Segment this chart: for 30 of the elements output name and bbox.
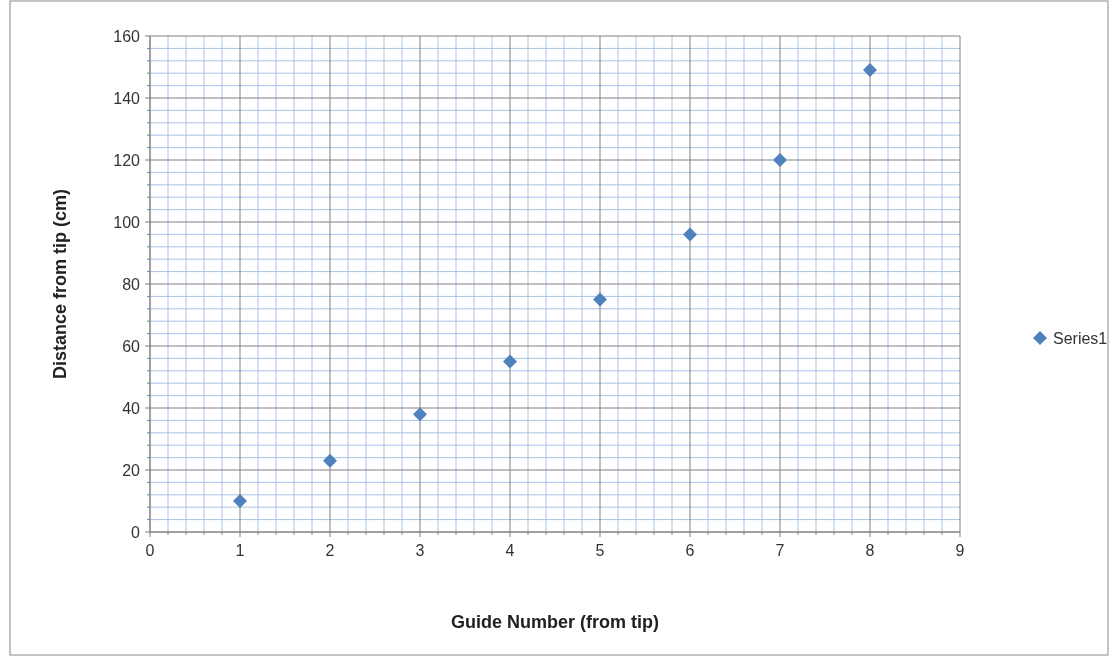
x-tick-label: 1 (235, 542, 245, 559)
point (413, 407, 427, 422)
x-tick-label: 5 (595, 542, 605, 559)
y-tick-label: 20 (122, 462, 141, 479)
y-tick-label: 120 (113, 152, 141, 169)
y-tick-label: 80 (122, 276, 141, 293)
y-tick-label: 60 (122, 338, 141, 355)
y-axis-title: Distance from tip (cm) (50, 188, 70, 380)
point (233, 494, 247, 508)
y-tick-label: 0 (131, 524, 141, 541)
point (683, 227, 697, 242)
x-tick-label: 4 (505, 542, 515, 559)
point (863, 63, 877, 78)
y-tick-label: 40 (122, 400, 141, 417)
x-tick-label: 2 (325, 542, 335, 559)
x-tick-label: 8 (865, 542, 875, 559)
y-tick-label: 100 (113, 214, 141, 231)
point (773, 153, 787, 167)
x-tick-label: 9 (955, 542, 965, 559)
point (323, 453, 337, 468)
y-tick-label: 160 (113, 28, 141, 45)
x-axis-title: Guide Number (from tip) (451, 612, 659, 632)
x-tick-label: 0 (145, 542, 155, 559)
y-tick-label: 140 (113, 90, 141, 107)
legend-label: Series1 (1053, 330, 1108, 347)
point (503, 354, 517, 369)
x-tick-label: 6 (685, 542, 695, 559)
point (593, 292, 607, 307)
x-tick-label: 7 (775, 542, 785, 559)
x-tick-label: 3 (415, 542, 425, 559)
